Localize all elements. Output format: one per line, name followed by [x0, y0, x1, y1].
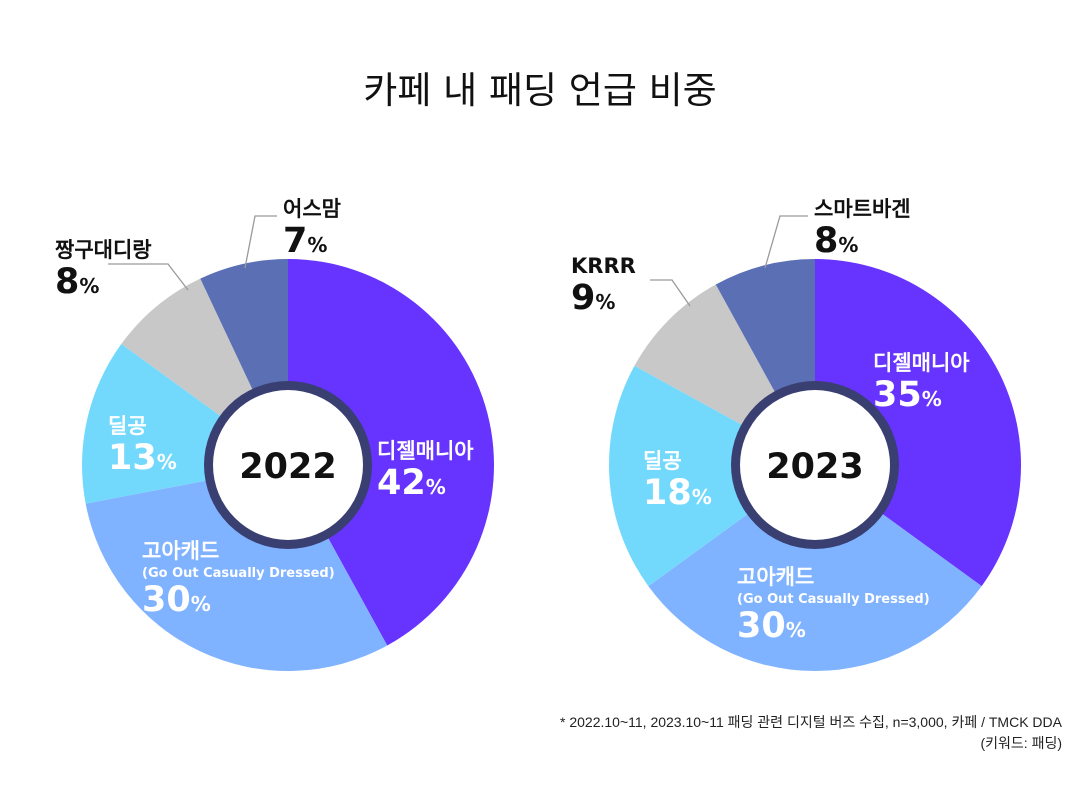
slice-label-2022-2: 고아캐드 [142, 539, 219, 563]
slice-value-2022-5: 7% [283, 221, 327, 261]
slice-label-2023-2: 고아캐드 [737, 565, 814, 589]
footnote: * 2022.10~11, 2023.10~11 패딩 관련 디지털 버즈 수집… [560, 712, 1062, 754]
percent-sign: % [922, 387, 942, 411]
percent-sign: % [79, 274, 99, 298]
pie-slice-2023-1 [815, 259, 1021, 587]
slice-label-2023-3: 딜공 [643, 449, 682, 473]
donut-hole-2023 [740, 390, 890, 540]
center-year-2022: 2022 [239, 447, 336, 487]
leader-line-2023-4 [650, 279, 691, 307]
donut-hole-2022 [213, 390, 363, 540]
leader-line-2022-4 [108, 263, 189, 291]
leader-line-2022-5 [244, 215, 277, 269]
slice-value-2022-4: 8% [55, 262, 99, 302]
percent-sign: % [426, 475, 446, 499]
slice-value-2022-2: 30% [142, 580, 211, 620]
slice-sublabel-2022-2: (Go Out Casually Dressed) [142, 566, 335, 581]
slice-sublabel-2023-2: (Go Out Casually Dressed) [737, 592, 930, 607]
footnote-line-1: * 2022.10~11, 2023.10~11 패딩 관련 디지털 버즈 수집… [560, 714, 1062, 730]
slice-label-2022-1: 디젤매니아 [377, 439, 474, 463]
percent-sign: % [786, 618, 806, 642]
chart-title: 카페 내 패딩 언급 비중 [363, 69, 716, 112]
percent-sign: % [838, 233, 858, 257]
leader-line-2023-5 [764, 215, 808, 269]
percent-sign: % [692, 485, 712, 509]
slice-label-2022-4: 짱구대디랑 [55, 238, 152, 262]
slice-label-2023-5: 스마트바겐 [814, 197, 911, 221]
slice-label-2022-3: 딜공 [108, 414, 147, 438]
percent-sign: % [307, 233, 327, 257]
percent-sign: % [157, 450, 177, 474]
pie-slice-2023-3 [609, 365, 815, 587]
slice-value-2023-4: 9% [571, 278, 615, 318]
slice-label-2023-1: 디젤매니아 [873, 351, 970, 375]
slice-label-2022-5: 어스맘 [283, 197, 341, 221]
percent-sign: % [595, 290, 615, 314]
slice-label-2023-4: KRRR [571, 254, 636, 278]
pie-slice-2023-2 [648, 465, 982, 671]
pie-slice-2022-1 [288, 259, 495, 646]
footnote-line-2: (키워드: 패딩) [980, 735, 1062, 751]
center-year-2023: 2023 [766, 447, 863, 487]
slice-value-2023-5: 8% [814, 221, 858, 261]
percent-sign: % [191, 592, 211, 616]
